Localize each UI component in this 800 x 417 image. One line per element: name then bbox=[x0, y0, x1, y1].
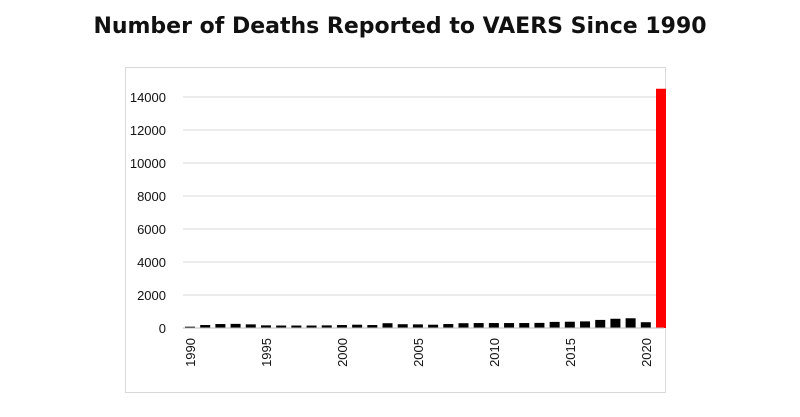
bar-2001 bbox=[352, 324, 363, 328]
x-axis-tick-labels: 1990 1995 2000 2005 2010 2015 2020 bbox=[183, 338, 654, 367]
bar-2014 bbox=[549, 321, 560, 328]
y-tick-label: 4000 bbox=[137, 255, 166, 270]
bar-2000 bbox=[336, 325, 347, 328]
bar-2004 bbox=[397, 324, 408, 328]
y-tick-label: 12000 bbox=[130, 123, 166, 138]
y-tick-label: 10000 bbox=[130, 156, 166, 171]
bar-1991 bbox=[200, 325, 211, 328]
bars bbox=[185, 88, 666, 328]
x-tick-label: 1995 bbox=[259, 338, 274, 367]
bar-1993 bbox=[230, 323, 241, 328]
bar-2020 bbox=[640, 322, 651, 328]
bar-2015 bbox=[564, 321, 575, 328]
y-axis-tick-labels: 0 2000 4000 6000 8000 10000 12000 14000 bbox=[130, 90, 166, 336]
bar-2021 bbox=[656, 88, 666, 328]
bar-2017 bbox=[595, 319, 606, 328]
bar-2012 bbox=[519, 323, 530, 328]
bar-2011 bbox=[504, 323, 515, 328]
y-tick-label: 6000 bbox=[137, 222, 166, 237]
bar-1998 bbox=[306, 325, 317, 328]
bar-2013 bbox=[534, 322, 545, 328]
bar-2019 bbox=[625, 318, 636, 328]
bar-2007 bbox=[443, 324, 454, 328]
bar-1992 bbox=[215, 324, 226, 328]
y-tick-label: 14000 bbox=[130, 90, 166, 105]
chart-frame bbox=[125, 67, 666, 393]
chart-title: Number of Deaths Reported to VAERS Since… bbox=[93, 14, 707, 39]
bar-1995 bbox=[260, 325, 271, 328]
bar-1994 bbox=[245, 324, 256, 328]
bar-2005 bbox=[412, 324, 423, 328]
y-tick-label: 2000 bbox=[137, 288, 166, 303]
bar-2018 bbox=[610, 318, 621, 328]
bar-2002 bbox=[367, 325, 378, 328]
x-tick-label: 2000 bbox=[335, 338, 350, 367]
bar-2009 bbox=[473, 323, 484, 328]
y-tick-label: 8000 bbox=[137, 189, 166, 204]
bar-2008 bbox=[458, 323, 469, 328]
x-tick-label: 2020 bbox=[639, 338, 654, 367]
y-tick-label: 0 bbox=[159, 321, 166, 336]
bar-2003 bbox=[382, 323, 393, 328]
gridlines bbox=[183, 96, 664, 296]
bar-1997 bbox=[291, 325, 302, 328]
bar-2006 bbox=[428, 324, 439, 328]
bar-2016 bbox=[580, 321, 591, 328]
x-tick-label: 1990 bbox=[183, 338, 198, 367]
bar-2010 bbox=[488, 323, 499, 328]
x-tick-label: 2010 bbox=[487, 338, 502, 367]
bar-1996 bbox=[276, 325, 287, 328]
x-tick-label: 2005 bbox=[411, 338, 426, 367]
x-tick-label: 2015 bbox=[563, 338, 578, 367]
bar-1999 bbox=[321, 325, 332, 328]
bar-1990 bbox=[185, 326, 195, 328]
